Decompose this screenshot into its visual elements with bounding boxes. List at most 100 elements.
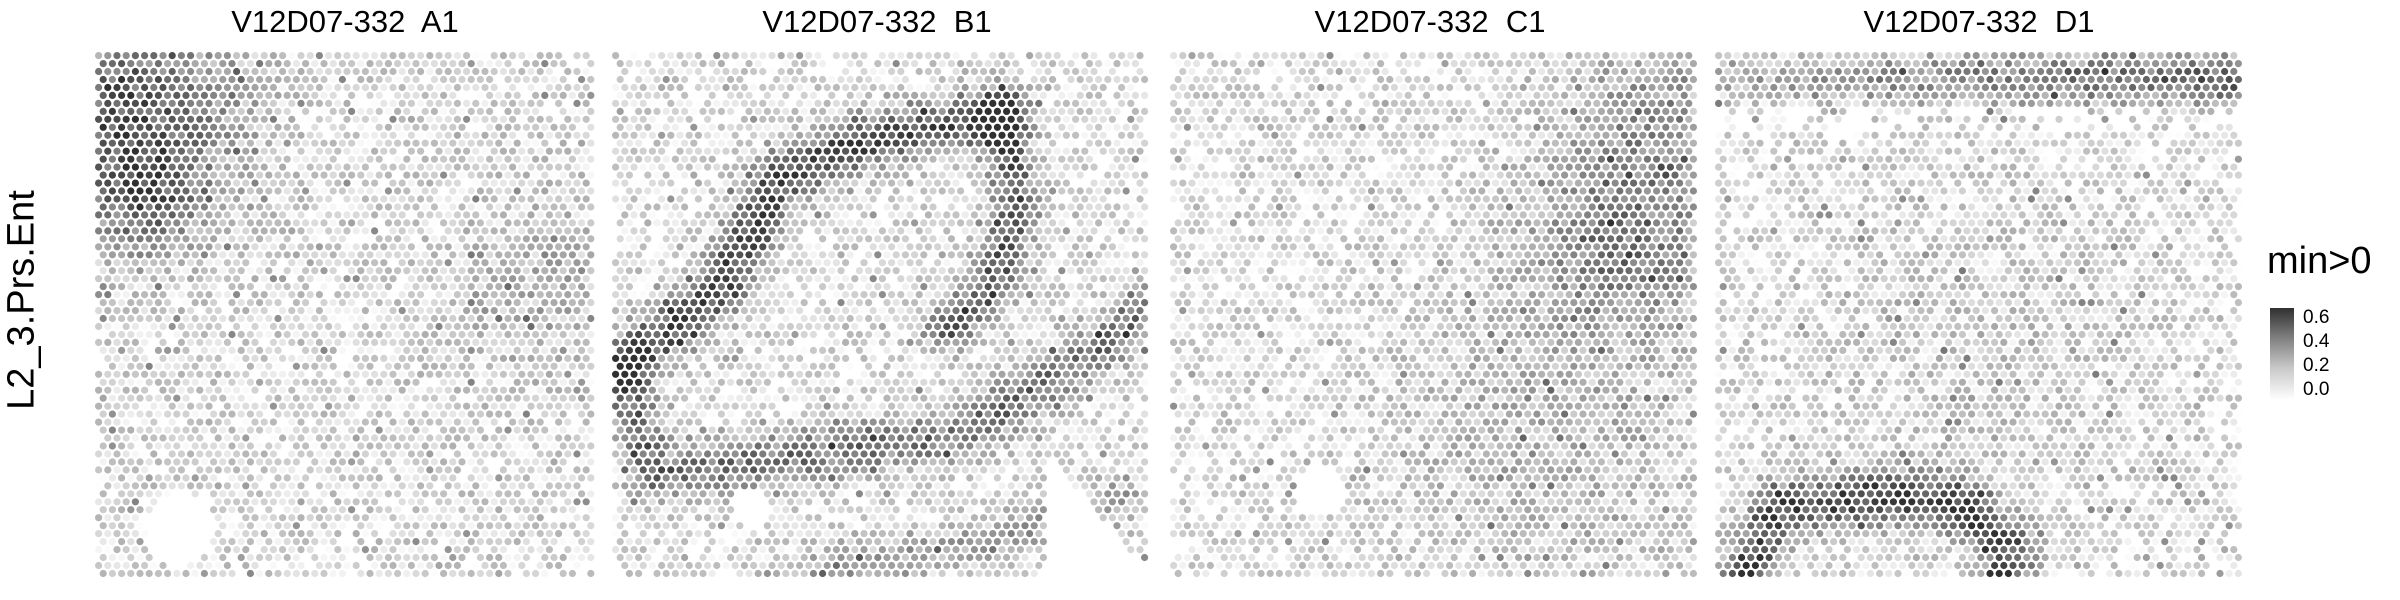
spot-a1 — [251, 179, 259, 187]
spot-a1 — [288, 530, 296, 538]
spot-a1 — [265, 299, 273, 307]
spot-a1 — [348, 426, 356, 434]
spot-a1 — [421, 187, 429, 195]
spot-b1 — [800, 203, 808, 211]
spot-b1 — [851, 243, 859, 251]
spot-b1 — [1127, 163, 1135, 171]
spot-a1 — [513, 91, 521, 99]
spot-a1 — [426, 291, 434, 299]
spot-a1 — [449, 553, 457, 562]
spot-a1 — [136, 155, 144, 163]
spot-b1 — [911, 91, 919, 99]
spot-b1 — [713, 195, 721, 203]
spot-b1 — [708, 107, 716, 115]
spot-a1 — [352, 115, 360, 123]
spot-a1 — [357, 267, 365, 275]
spot-a1 — [568, 107, 576, 115]
spot-b1 — [837, 139, 845, 147]
spot-a1 — [265, 458, 273, 466]
spot-a1 — [343, 211, 351, 219]
spot-a1 — [472, 211, 480, 219]
spot-a1 — [430, 187, 438, 195]
spot-b1 — [865, 251, 873, 259]
spot-b1 — [800, 60, 808, 68]
spot-b1 — [791, 219, 799, 227]
spot-b1 — [740, 67, 748, 76]
spot-a1 — [384, 91, 392, 99]
spot-b1 — [671, 219, 679, 227]
spot-b1 — [658, 195, 666, 203]
spot-b1 — [869, 115, 877, 123]
spot-a1 — [288, 179, 296, 187]
spot-a1 — [380, 227, 388, 235]
spot-b1 — [1118, 147, 1126, 155]
spot-b1 — [1035, 195, 1043, 203]
spot-a1 — [481, 147, 489, 155]
spot-b1 — [1007, 99, 1015, 107]
spot-b1 — [865, 139, 873, 147]
spot-b1 — [690, 251, 698, 259]
spot-a1 — [173, 394, 181, 402]
spot-a1 — [274, 442, 282, 450]
spot-b1 — [763, 235, 771, 243]
spot-b1 — [957, 219, 965, 227]
spot-b1 — [731, 227, 739, 235]
spot-a1 — [210, 299, 218, 307]
spot-b1 — [897, 67, 905, 76]
spot-a1 — [214, 163, 222, 171]
spot-a1 — [297, 307, 305, 315]
spot-a1 — [407, 514, 415, 522]
spot-a1 — [311, 442, 319, 450]
spot-a1 — [504, 458, 512, 466]
spot-b1 — [809, 139, 817, 147]
spot-a1 — [343, 354, 351, 362]
spot-a1 — [536, 498, 544, 506]
spot-a1 — [118, 490, 126, 498]
spot-b1 — [984, 171, 992, 179]
spot-a1 — [200, 107, 208, 115]
spot-a1 — [338, 171, 346, 179]
spot-a1 — [279, 83, 287, 92]
spot-b1 — [1062, 243, 1070, 251]
spot-a1 — [449, 394, 457, 402]
spot-b1 — [635, 60, 643, 68]
spot-a1 — [306, 546, 314, 554]
spot-a1 — [108, 267, 116, 275]
spot-b1 — [929, 60, 937, 68]
spot-a1 — [444, 115, 452, 123]
spot-b1 — [736, 107, 744, 115]
spot-a1 — [348, 506, 356, 514]
spot-a1 — [150, 259, 158, 267]
spot-a1 — [315, 211, 323, 219]
spot-a1 — [205, 131, 213, 139]
spot-a1 — [315, 434, 323, 442]
spot-b1 — [782, 235, 790, 243]
spot-a1 — [177, 99, 185, 107]
spot-b1 — [722, 131, 730, 139]
spot-a1 — [348, 155, 356, 163]
spot-a1 — [555, 307, 563, 315]
spot-a1 — [279, 67, 287, 76]
spot-a1 — [315, 482, 323, 490]
spot-b1 — [782, 139, 790, 147]
spot-b1 — [1122, 60, 1130, 68]
spot-b1 — [874, 60, 882, 68]
spot-a1 — [472, 466, 480, 474]
spot-a1 — [509, 211, 517, 219]
spot-b1 — [754, 219, 762, 227]
spot-a1 — [490, 386, 498, 394]
spot-b1 — [998, 131, 1006, 139]
spot-a1 — [486, 346, 494, 354]
spot-a1 — [108, 346, 116, 354]
spot-b1 — [984, 219, 992, 227]
spot-a1 — [444, 338, 452, 346]
spot-a1 — [541, 139, 549, 147]
spot-a1 — [283, 155, 291, 163]
spot-a1 — [357, 522, 365, 530]
spot-b1 — [754, 203, 762, 211]
spot-a1 — [159, 275, 167, 283]
spot-b1 — [883, 235, 891, 243]
spot-a1 — [168, 338, 176, 346]
spot-a1 — [219, 235, 227, 243]
spot-a1 — [389, 546, 397, 554]
